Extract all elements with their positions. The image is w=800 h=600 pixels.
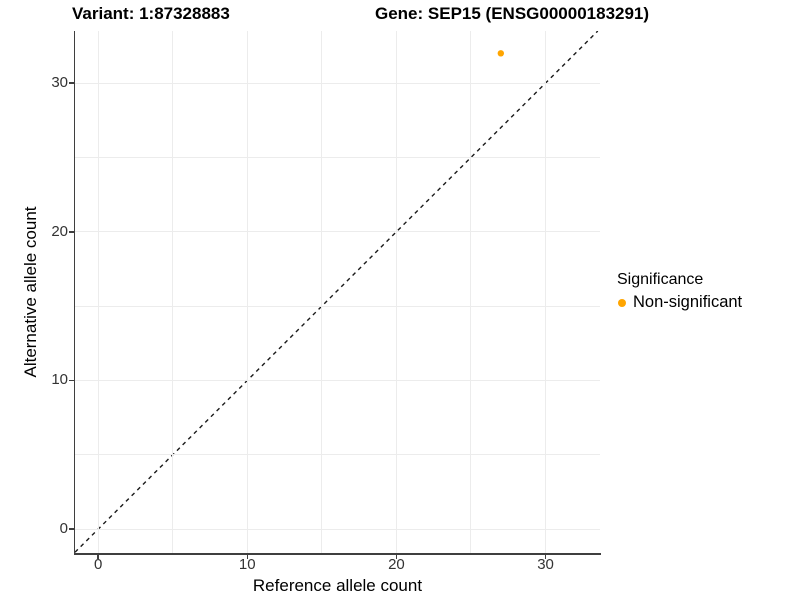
x-tick-mark	[544, 554, 547, 559]
gridline-horizontal	[75, 82, 600, 84]
y-tick-mark	[69, 379, 74, 382]
gridline-horizontal	[75, 454, 600, 456]
y-axis-line	[73, 31, 75, 555]
legend-item-non-significant: Non-significant	[617, 293, 742, 312]
y-tick-label: 10	[51, 371, 68, 389]
gridline-vertical	[321, 31, 323, 553]
data-point-non-significant	[497, 50, 505, 57]
x-tick-mark	[97, 554, 99, 559]
x-tick-mark	[395, 554, 398, 559]
gridline-vertical	[470, 31, 472, 553]
variant-title: Variant: 1:87328883	[72, 4, 230, 23]
plot-panel	[75, 31, 600, 553]
y-axis-title: Alternative allele count	[21, 206, 40, 378]
data-points-layer	[497, 50, 505, 57]
y-tick-mark	[69, 231, 74, 233]
x-tick-mark	[246, 554, 249, 559]
legend: Significance Non-significant	[617, 270, 742, 312]
y-tick-label: 30	[51, 74, 68, 92]
gridline-horizontal	[75, 379, 600, 381]
gridline-horizontal	[75, 305, 600, 307]
gridline-vertical	[395, 31, 397, 553]
x-axis-line	[73, 553, 601, 555]
x-tick-label: 0	[93, 556, 103, 573]
gridline-vertical	[172, 31, 174, 553]
x-axis-title: Reference allele count	[252, 576, 423, 595]
y-tick-mark	[69, 528, 74, 530]
legend-title: Significance	[617, 271, 704, 288]
x-tick-label: 10	[238, 556, 256, 573]
gridline-vertical	[545, 31, 547, 553]
y-tick-label: 20	[51, 222, 68, 240]
gene-title: Gene: SEP15 (ENSG00000183291)	[375, 4, 650, 23]
y-tick-mark	[69, 82, 74, 84]
x-tick-label: 30	[537, 556, 554, 573]
plot-canvas	[75, 31, 599, 553]
identity-dashed-line	[75, 31, 599, 553]
gridline-horizontal	[75, 231, 600, 233]
legend-dot-icon	[618, 298, 626, 307]
gridline-horizontal	[75, 156, 600, 158]
gridline-vertical	[246, 31, 248, 553]
y-tick-label: 0	[59, 520, 68, 538]
gridline-horizontal	[75, 528, 600, 530]
legend-item-label: Non-significant	[633, 293, 743, 311]
x-tick-label: 20	[388, 556, 405, 573]
gridline-vertical	[97, 31, 99, 553]
